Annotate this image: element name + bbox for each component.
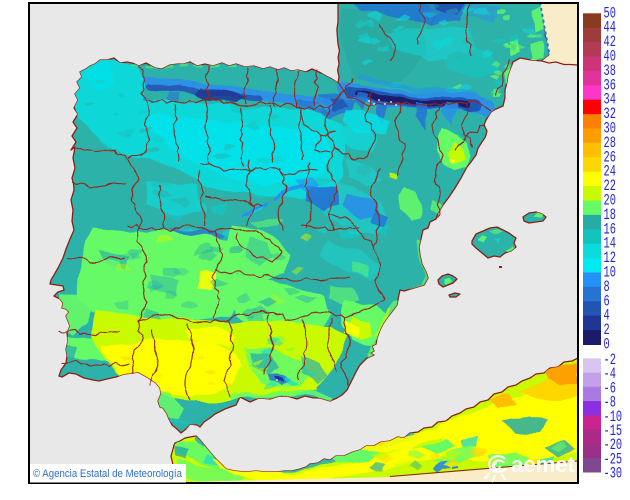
svg-text:42: 42: [604, 33, 616, 51]
svg-text:0: 0: [604, 336, 610, 354]
svg-text:16: 16: [604, 220, 616, 238]
svg-text:© Agencia Estatal de Meteorolo: © Agencia Estatal de Meteorología: [33, 468, 183, 480]
svg-text:-6: -6: [604, 379, 616, 397]
svg-text:-20: -20: [604, 436, 623, 454]
svg-text:-30: -30: [604, 465, 623, 483]
svg-text:44: 44: [604, 19, 616, 37]
svg-text:4: 4: [604, 307, 610, 325]
svg-text:40: 40: [604, 48, 616, 66]
svg-text:26: 26: [604, 148, 616, 166]
svg-text:14: 14: [604, 235, 616, 253]
svg-text:28: 28: [604, 134, 616, 152]
svg-text:38: 38: [604, 62, 616, 80]
svg-text:34: 34: [604, 91, 616, 109]
svg-text:-15: -15: [604, 422, 623, 440]
svg-text:24: 24: [604, 163, 616, 181]
svg-text:-8: -8: [604, 394, 616, 412]
svg-text:10: 10: [604, 264, 616, 282]
svg-text:-2: -2: [604, 351, 616, 369]
svg-text:22: 22: [604, 177, 616, 195]
svg-text:20: 20: [604, 192, 616, 210]
svg-text:18: 18: [604, 206, 616, 224]
svg-text:36: 36: [604, 76, 616, 94]
svg-text:12: 12: [604, 249, 616, 267]
svg-text:-4: -4: [604, 365, 616, 383]
svg-text:-10: -10: [604, 408, 623, 426]
svg-text:30: 30: [604, 120, 616, 138]
svg-text:aemet: aemet: [511, 452, 576, 477]
svg-text:32: 32: [604, 105, 616, 123]
svg-text:8: 8: [604, 278, 610, 296]
svg-text:-25: -25: [604, 450, 623, 468]
svg-text:50: 50: [604, 4, 616, 22]
svg-text:2: 2: [604, 321, 610, 339]
svg-text:6: 6: [604, 292, 610, 310]
